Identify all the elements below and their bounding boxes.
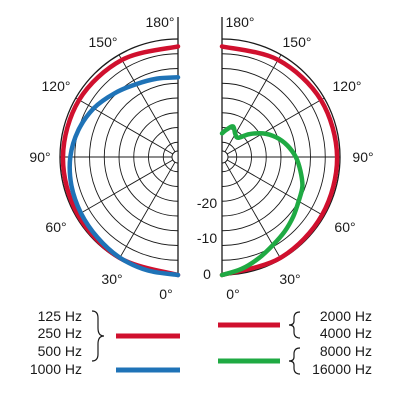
legend-label-4000hz: 4000 Hz <box>320 325 372 341</box>
legend-label-1000hz: 1000 Hz <box>30 361 82 377</box>
axis-labels: 180° 150° 120° 90° 60° 30° 0° 180° 150° … <box>29 14 373 302</box>
right-series-line-1 <box>219 124 305 278</box>
angle-label-left-30: 30° <box>101 271 122 287</box>
angle-label-right-0: 0° <box>226 286 239 302</box>
right-grid-center <box>221 150 229 164</box>
right-grid-spoke-30 <box>224 161 282 260</box>
left-polar-grid <box>59 17 179 276</box>
left-grid-spoke-150 <box>118 54 176 153</box>
right-grid-spoke-120 <box>226 97 325 155</box>
left-grid-center <box>171 150 179 164</box>
angle-label-left-180: 180° <box>146 14 175 30</box>
legend-brace-left <box>91 310 105 362</box>
radial-label-minus-10: -10 <box>197 230 217 246</box>
legend-label-2000hz: 2000 Hz <box>320 308 372 324</box>
angle-label-right-60: 60° <box>334 219 355 235</box>
legend-label-250hz: 250 Hz <box>38 325 82 341</box>
angle-label-left-150: 150° <box>89 34 118 50</box>
legend-label-16000hz: 16000 Hz <box>312 361 372 377</box>
angle-label-left-120: 120° <box>42 78 71 94</box>
left-series-group <box>60 44 181 278</box>
right-series-group <box>219 44 340 278</box>
angle-label-right-150: 150° <box>283 34 312 50</box>
angle-label-left-0: 0° <box>159 286 172 302</box>
left-series-line-1 <box>67 75 181 278</box>
legend-label-500hz: 500 Hz <box>38 343 82 359</box>
angle-label-left-60: 60° <box>45 219 66 235</box>
angle-label-right-120: 120° <box>333 78 362 94</box>
legend-brace-right-top <box>288 311 301 339</box>
angle-label-right-180: 180° <box>226 14 255 30</box>
angle-label-left-90: 90° <box>29 149 50 165</box>
legend: 125 Hz 250 Hz 500 Hz 1000 Hz 2000 Hz 400… <box>30 308 372 377</box>
radial-label-0: 0 <box>203 266 211 282</box>
legend-label-8000hz: 8000 Hz <box>320 343 372 359</box>
legend-brace-right-bottom <box>288 347 301 375</box>
left-grid-spoke-30 <box>118 161 176 260</box>
left-grid-spoke-60 <box>75 159 174 217</box>
left-series-line-0 <box>60 44 181 278</box>
radial-label-minus-20: -20 <box>197 195 217 211</box>
angle-label-right-30: 30° <box>279 271 300 287</box>
legend-label-125hz: 125 Hz <box>38 308 82 324</box>
right-grid-spoke-60 <box>226 159 325 217</box>
angle-label-right-90: 90° <box>352 149 373 165</box>
right-series-line-0 <box>219 44 340 278</box>
